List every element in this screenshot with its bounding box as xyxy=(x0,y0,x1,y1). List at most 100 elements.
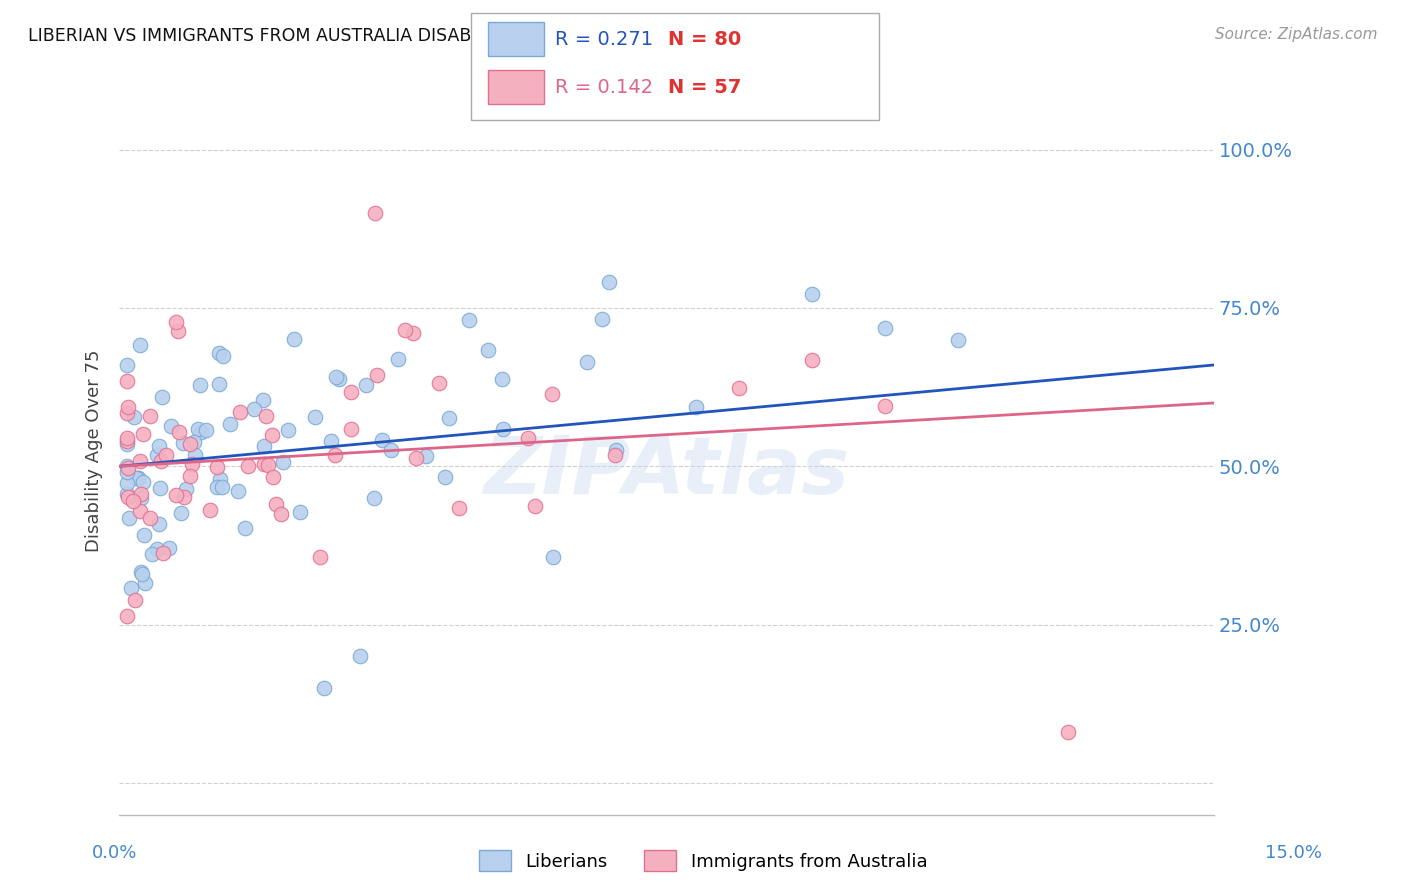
Point xyxy=(415,449,437,463)
Point xyxy=(179,436,201,450)
Point xyxy=(685,400,707,414)
Point xyxy=(349,649,371,664)
Point xyxy=(165,315,187,329)
Point xyxy=(117,461,139,475)
Point xyxy=(253,439,276,453)
Point xyxy=(115,437,138,451)
Point xyxy=(328,372,350,386)
Point xyxy=(283,332,305,346)
Point xyxy=(128,338,150,352)
Point xyxy=(122,494,145,508)
Text: R = 0.142: R = 0.142 xyxy=(555,78,654,97)
Point xyxy=(174,482,197,496)
Point xyxy=(339,384,361,399)
Point xyxy=(132,528,155,542)
Point xyxy=(402,326,425,340)
Point xyxy=(148,516,170,531)
Point xyxy=(132,426,155,441)
Point xyxy=(131,491,153,505)
Point xyxy=(491,372,513,386)
Text: Source: ZipAtlas.com: Source: ZipAtlas.com xyxy=(1215,27,1378,42)
Point xyxy=(605,443,627,458)
Point xyxy=(129,454,152,468)
Point xyxy=(117,491,139,505)
Point xyxy=(120,582,142,596)
Point xyxy=(148,439,170,453)
Point xyxy=(131,567,153,582)
Point xyxy=(208,472,231,486)
Point xyxy=(184,449,207,463)
Point xyxy=(125,471,148,485)
Text: ZIPAtlas: ZIPAtlas xyxy=(484,434,849,511)
Point xyxy=(115,358,138,372)
Point xyxy=(524,499,547,513)
Point xyxy=(132,475,155,489)
Point xyxy=(159,418,181,433)
Point xyxy=(363,491,385,505)
Point xyxy=(277,423,299,437)
Point xyxy=(380,442,402,457)
Point xyxy=(152,546,174,560)
Point xyxy=(540,386,562,401)
Point xyxy=(150,390,173,404)
Point xyxy=(264,497,287,511)
Point xyxy=(271,455,294,469)
Text: 15.0%: 15.0% xyxy=(1264,844,1322,862)
Point xyxy=(405,451,427,466)
Point xyxy=(155,448,177,462)
Point xyxy=(139,409,162,423)
Point xyxy=(517,431,540,445)
Point xyxy=(948,333,970,347)
Point xyxy=(226,484,249,499)
Point xyxy=(575,355,598,369)
Point xyxy=(208,376,231,391)
Text: N = 80: N = 80 xyxy=(668,29,741,49)
Point xyxy=(179,468,201,483)
Point xyxy=(129,486,152,500)
Point xyxy=(115,406,138,420)
Point xyxy=(325,370,347,384)
Point xyxy=(252,393,274,408)
Point xyxy=(801,287,824,301)
Point xyxy=(134,575,156,590)
Point xyxy=(219,417,242,431)
Point xyxy=(236,458,259,473)
Point xyxy=(129,565,152,579)
Point xyxy=(127,471,149,485)
Legend: Liberians, Immigrants from Australia: Liberians, Immigrants from Australia xyxy=(471,843,935,879)
Point xyxy=(181,458,204,472)
Point xyxy=(122,410,145,425)
Point xyxy=(366,368,388,383)
Point xyxy=(170,506,193,520)
Point xyxy=(458,312,481,326)
Point xyxy=(323,448,346,462)
Point xyxy=(115,375,138,389)
Point xyxy=(205,459,228,474)
Point xyxy=(228,405,250,419)
Point xyxy=(598,275,620,289)
Point xyxy=(304,410,326,425)
Point xyxy=(492,422,515,436)
Point xyxy=(801,352,824,367)
Point xyxy=(115,458,138,473)
Point xyxy=(115,476,138,491)
Point xyxy=(1056,725,1078,739)
Point xyxy=(138,511,160,525)
Y-axis label: Disability Age Over 75: Disability Age Over 75 xyxy=(86,349,103,552)
Point xyxy=(141,547,163,561)
Point xyxy=(477,343,499,358)
Point xyxy=(157,541,180,555)
Point xyxy=(146,449,169,463)
Text: R = 0.271: R = 0.271 xyxy=(555,29,654,49)
Point xyxy=(433,470,456,484)
Point xyxy=(354,377,377,392)
Point xyxy=(165,488,187,502)
Point xyxy=(115,431,138,445)
Point xyxy=(115,608,138,623)
Point xyxy=(129,504,152,518)
Point xyxy=(875,320,897,334)
Point xyxy=(146,542,169,557)
Point xyxy=(173,491,195,505)
Point xyxy=(211,349,233,363)
Point xyxy=(253,457,276,471)
